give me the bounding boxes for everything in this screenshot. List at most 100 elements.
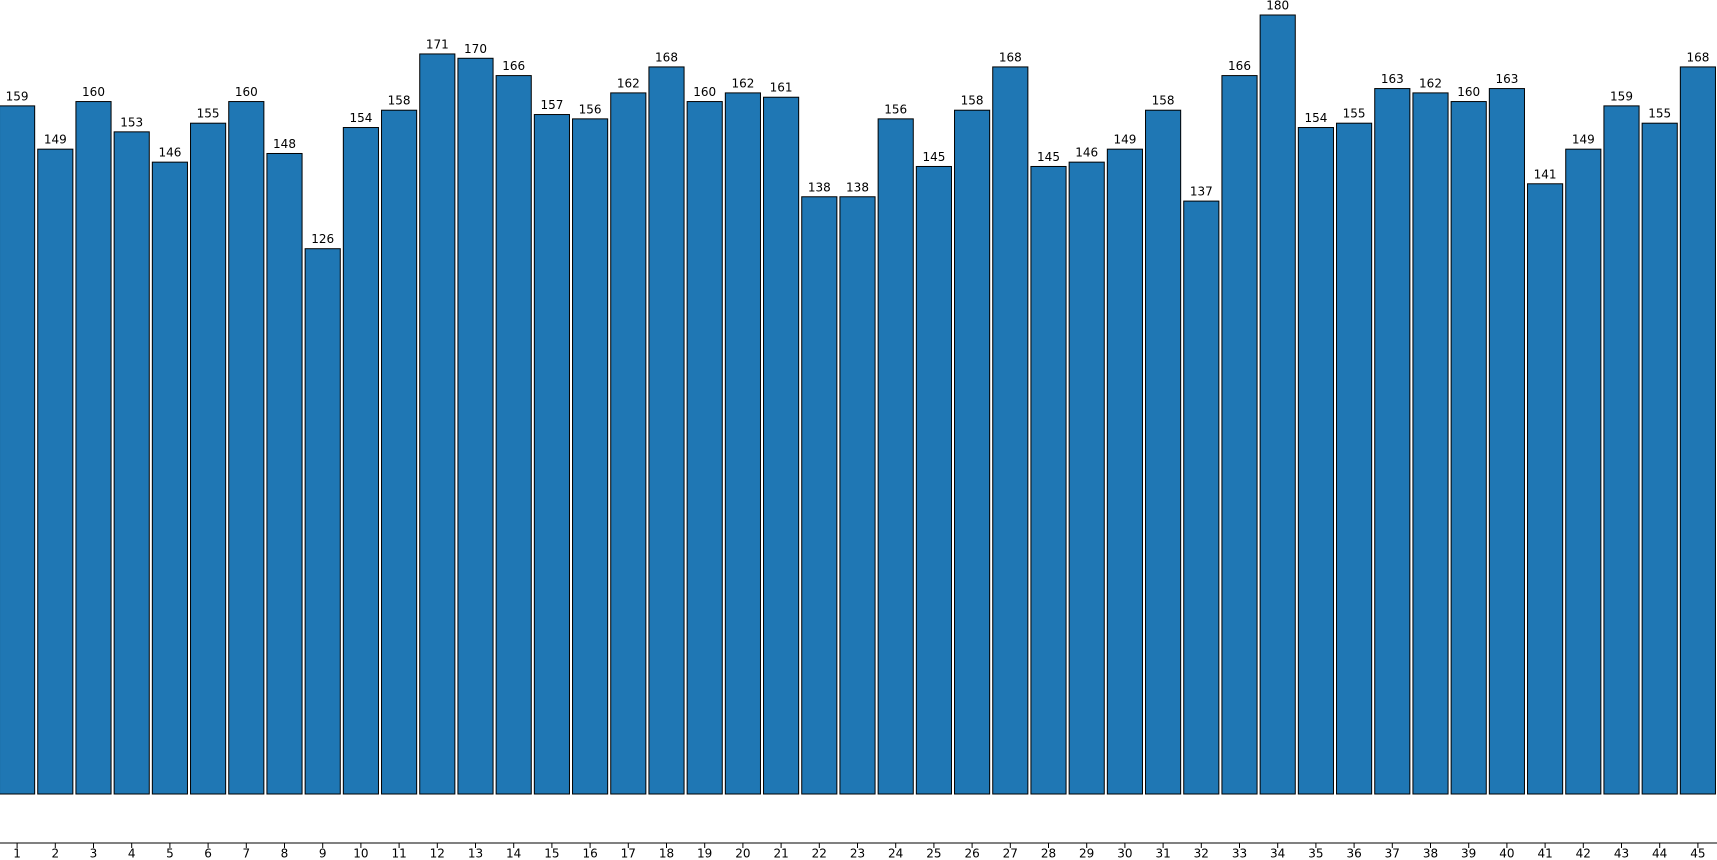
bar <box>495 75 532 795</box>
bar <box>877 118 914 795</box>
x-tick-label: 28 <box>1041 847 1056 860</box>
x-tick-label: 41 <box>1537 847 1552 860</box>
x-tick-label: 7 <box>242 847 250 860</box>
bar <box>533 114 570 795</box>
x-tick-label: 42 <box>1576 847 1591 860</box>
bar <box>1259 14 1296 795</box>
value-label: 158 <box>388 94 411 108</box>
value-label: 171 <box>426 37 449 51</box>
value-label: 166 <box>1228 59 1251 73</box>
x-tick-label: 3 <box>90 847 98 860</box>
bar <box>686 101 723 795</box>
x-tick-label: 14 <box>506 847 521 860</box>
x-tick-label: 44 <box>1652 847 1667 860</box>
value-label: 154 <box>349 111 372 125</box>
value-label: 146 <box>1075 146 1098 160</box>
bar <box>839 196 876 795</box>
value-label: 138 <box>808 180 831 194</box>
bar <box>610 92 647 795</box>
bar <box>304 248 341 795</box>
x-tick-label: 22 <box>812 847 827 860</box>
value-label: 137 <box>1190 185 1213 199</box>
value-label: 155 <box>1648 107 1671 121</box>
bar <box>1221 75 1258 795</box>
value-label: 161 <box>770 81 793 95</box>
value-label: 146 <box>158 146 181 160</box>
x-tick-label: 39 <box>1461 847 1476 860</box>
x-tick-label: 35 <box>1308 847 1323 860</box>
bar <box>113 131 150 795</box>
bar <box>1030 165 1067 795</box>
x-tick-label: 19 <box>697 847 712 860</box>
value-label: 157 <box>540 98 563 112</box>
bar <box>572 118 609 795</box>
bar <box>1336 122 1373 795</box>
value-label: 168 <box>999 50 1022 64</box>
x-tick-label: 5 <box>166 847 174 860</box>
value-label: 149 <box>1113 133 1136 147</box>
value-label: 162 <box>731 76 754 90</box>
x-tick-label: 6 <box>204 847 212 860</box>
bar <box>763 96 800 795</box>
bar <box>1527 183 1564 795</box>
x-tick-label: 36 <box>1346 847 1361 860</box>
x-tick-label: 45 <box>1690 847 1705 860</box>
x-tick-label: 21 <box>773 847 788 860</box>
bar <box>75 101 112 795</box>
value-label: 168 <box>655 50 678 64</box>
x-tick-label: 23 <box>850 847 865 860</box>
value-label: 126 <box>311 232 334 246</box>
bar <box>915 165 952 795</box>
x-tick-label: 17 <box>621 847 636 860</box>
x-tick-label: 34 <box>1270 847 1285 860</box>
x-tick-label: 29 <box>1079 847 1094 860</box>
x-tick-label: 20 <box>735 847 750 860</box>
value-label: 145 <box>1037 150 1060 164</box>
bar <box>1374 88 1411 795</box>
bar <box>228 101 265 795</box>
x-tick-label: 30 <box>1117 847 1132 860</box>
value-label: 159 <box>6 89 29 103</box>
bar <box>1297 127 1334 795</box>
x-tick-label: 32 <box>1194 847 1209 860</box>
value-label: 160 <box>235 85 258 99</box>
bar <box>648 66 685 795</box>
value-label: 149 <box>1572 133 1595 147</box>
x-tick-label: 33 <box>1232 847 1247 860</box>
bar <box>1145 109 1182 795</box>
x-tick-label: 11 <box>391 847 406 860</box>
bar <box>266 152 303 795</box>
bar <box>151 161 188 795</box>
value-label: 162 <box>1419 76 1442 90</box>
bar <box>1641 122 1678 795</box>
value-label: 160 <box>693 85 716 99</box>
value-label: 154 <box>1304 111 1327 125</box>
bar <box>190 122 227 795</box>
bar <box>1603 105 1640 795</box>
bar <box>1183 200 1220 795</box>
x-tick-label: 40 <box>1499 847 1514 860</box>
x-tick-label: 18 <box>659 847 674 860</box>
bar <box>342 127 379 795</box>
x-tick-label: 24 <box>888 847 903 860</box>
x-tick-label: 4 <box>128 847 136 860</box>
bar <box>419 53 456 795</box>
bar <box>954 109 991 795</box>
x-tick-label: 12 <box>430 847 445 860</box>
bar <box>457 57 494 795</box>
bar <box>1068 161 1105 795</box>
bar <box>1450 101 1487 795</box>
x-tick-label: 9 <box>319 847 327 860</box>
x-tick-label: 15 <box>544 847 559 860</box>
bar <box>0 105 36 795</box>
value-label: 158 <box>961 94 984 108</box>
bar <box>37 148 74 795</box>
value-label: 156 <box>579 102 602 116</box>
bar <box>1565 148 1602 795</box>
value-label: 149 <box>44 133 67 147</box>
value-label: 148 <box>273 137 296 151</box>
value-label: 168 <box>1686 50 1709 64</box>
bar <box>1412 92 1449 795</box>
x-tick-label: 25 <box>926 847 941 860</box>
